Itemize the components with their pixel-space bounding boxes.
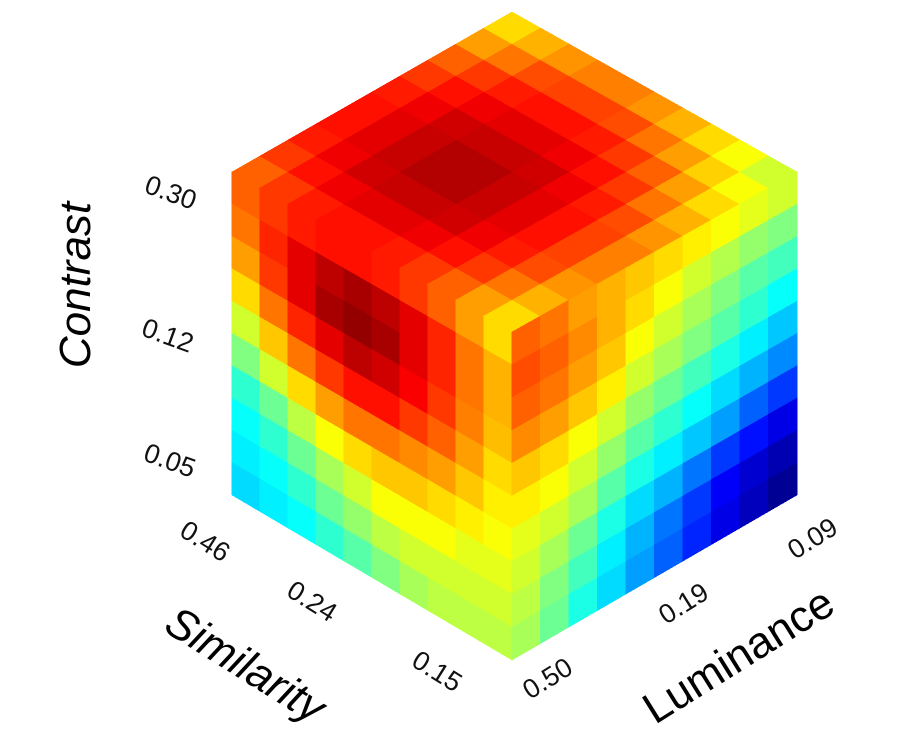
contrast-axis-label: Contrast — [51, 200, 100, 368]
luminance-tick-2: 0.19 — [653, 577, 713, 630]
contrast-axis: 0.30 0.12 0.05 Contrast — [51, 169, 201, 483]
top-face — [231, 11, 798, 333]
contrast-tick-2: 0.12 — [138, 312, 198, 358]
similarity-tick-3: 0.15 — [407, 645, 467, 698]
similarity-tick-2: 0.24 — [282, 575, 342, 628]
left-face — [231, 171, 513, 661]
similarity-axis-label: Similarity — [157, 597, 337, 735]
similarity-tick-1: 0.46 — [175, 515, 235, 568]
contrast-tick-3: 0.05 — [140, 437, 200, 483]
right-cell — [768, 462, 798, 513]
right-face — [511, 171, 798, 661]
luminance-tick-3: 0.09 — [782, 512, 842, 565]
luminance-tick-1: 0.50 — [517, 652, 577, 705]
cube-faces — [231, 11, 798, 661]
contrast-tick-1: 0.30 — [141, 169, 201, 215]
